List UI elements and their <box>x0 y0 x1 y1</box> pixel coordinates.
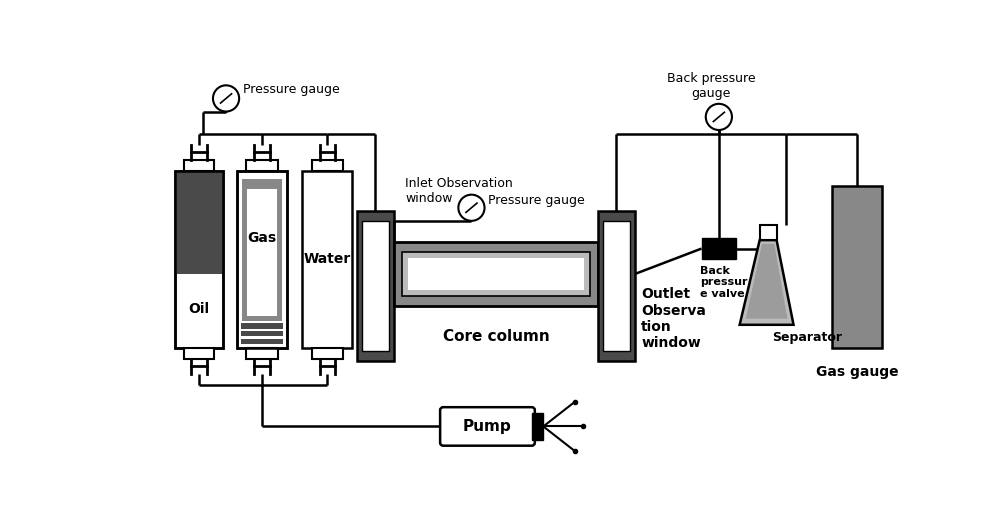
Bar <box>246 348 278 359</box>
Text: Outlet
Observa
tion
window: Outlet Observa tion window <box>641 287 706 350</box>
Bar <box>241 331 283 337</box>
Bar <box>312 348 343 359</box>
Bar <box>598 211 635 361</box>
Circle shape <box>706 104 732 130</box>
Bar <box>184 160 214 171</box>
Polygon shape <box>740 240 794 325</box>
Bar <box>242 178 282 321</box>
Text: Gas gauge: Gas gauge <box>816 365 898 379</box>
Bar <box>760 225 777 240</box>
Bar <box>302 171 352 348</box>
Bar <box>175 171 223 274</box>
Bar <box>175 171 223 348</box>
Bar <box>175 171 223 348</box>
Bar <box>246 160 278 171</box>
Text: Separator: Separator <box>772 331 842 344</box>
Bar <box>702 238 736 259</box>
Text: Inlet Observation
window: Inlet Observation window <box>405 177 513 205</box>
Text: Water: Water <box>304 253 351 266</box>
Bar <box>394 243 598 306</box>
Circle shape <box>213 86 239 111</box>
Text: Back pressure
gauge: Back pressure gauge <box>667 72 755 100</box>
Bar <box>357 211 394 361</box>
Text: Pump: Pump <box>463 419 512 434</box>
Bar <box>362 221 389 351</box>
Text: Pressure gauge: Pressure gauge <box>488 194 585 206</box>
Text: Core column: Core column <box>443 329 549 344</box>
Bar <box>603 221 630 351</box>
Circle shape <box>458 195 485 221</box>
Bar <box>237 171 287 348</box>
FancyBboxPatch shape <box>440 407 535 446</box>
Text: Oil: Oil <box>189 302 210 316</box>
Text: Pressure gauge: Pressure gauge <box>243 82 340 96</box>
Bar <box>532 413 543 439</box>
Bar <box>237 171 287 348</box>
Bar <box>241 339 283 344</box>
Text: Gas: Gas <box>247 231 276 245</box>
Bar <box>184 348 214 359</box>
Polygon shape <box>746 244 787 319</box>
Bar <box>408 258 584 290</box>
Text: Back
pressur
e valve: Back pressur e valve <box>700 266 747 299</box>
Bar <box>832 186 882 348</box>
Bar <box>402 253 590 296</box>
Bar <box>312 160 343 171</box>
Bar <box>247 188 277 316</box>
Bar <box>241 323 283 329</box>
